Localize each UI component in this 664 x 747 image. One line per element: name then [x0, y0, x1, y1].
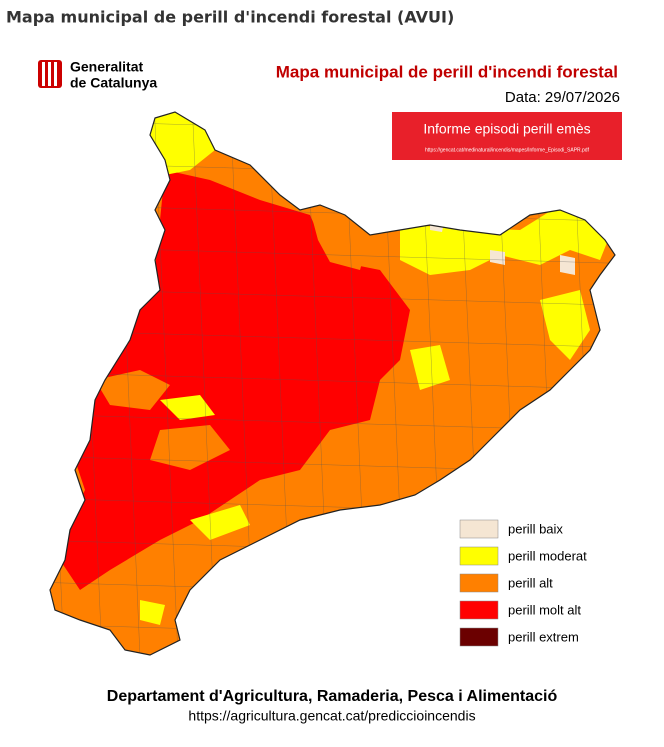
comarca-border [50, 161, 615, 181]
danger-zone [410, 345, 450, 390]
legend-label: perill alt [508, 575, 553, 590]
danger-zone [60, 170, 410, 590]
legend-label: perill moderat [508, 548, 587, 563]
danger-zone [400, 205, 610, 275]
danger-zone [140, 600, 165, 625]
logo-stripe [48, 62, 51, 86]
legend-swatch [459, 573, 499, 593]
report-button-label[interactable]: Informe episodi perill emès [423, 121, 590, 137]
danger-zone [160, 395, 215, 420]
map-title: Mapa municipal de perill d'incendi fores… [276, 62, 618, 81]
legend-swatch [459, 600, 499, 620]
logo-text: Generalitat [70, 59, 143, 75]
legend-swatch [459, 546, 499, 566]
legend: perill baix perill moderat perill alt peril… [459, 519, 587, 647]
legend-label: perill extrem [508, 629, 579, 644]
report-button-url[interactable]: https://gencat.cat/medinatural/incendis/… [425, 147, 590, 153]
comarca-border [571, 112, 598, 655]
comarca-border [30, 666, 640, 684]
danger-zone [190, 505, 250, 540]
footer-department: Departament d'Agricultura, Ramaderia, Pe… [107, 688, 558, 705]
legend-swatch [459, 627, 499, 647]
danger-zone [490, 250, 505, 265]
comarca-border [609, 112, 615, 655]
danger-zone [95, 370, 170, 410]
map-date: Data: 29/07/2026 [505, 89, 620, 106]
danger-zone [310, 210, 370, 270]
danger-zone [150, 425, 230, 470]
logo-stripe [42, 62, 45, 86]
danger-zone [560, 255, 575, 275]
legend-label: perill baix [508, 521, 563, 536]
danger-zone [540, 290, 590, 360]
legend-swatch [459, 519, 499, 539]
logo: Generalitat de Catalunya [38, 59, 157, 91]
report-button-bg[interactable] [392, 112, 622, 160]
report-button[interactable]: Informe episodi perill emès https://genc… [392, 112, 622, 160]
footer-url: https://agricultura.gencat.cat/prediccio… [188, 708, 475, 724]
logo-stripe [54, 62, 57, 86]
logo-text: de Catalunya [70, 75, 157, 91]
legend-label: perill molt alt [508, 602, 581, 617]
page-title: Mapa municipal de perill d'incendi fores… [6, 8, 454, 27]
map-outline [49, 111, 616, 656]
comarca-border [50, 371, 615, 391]
